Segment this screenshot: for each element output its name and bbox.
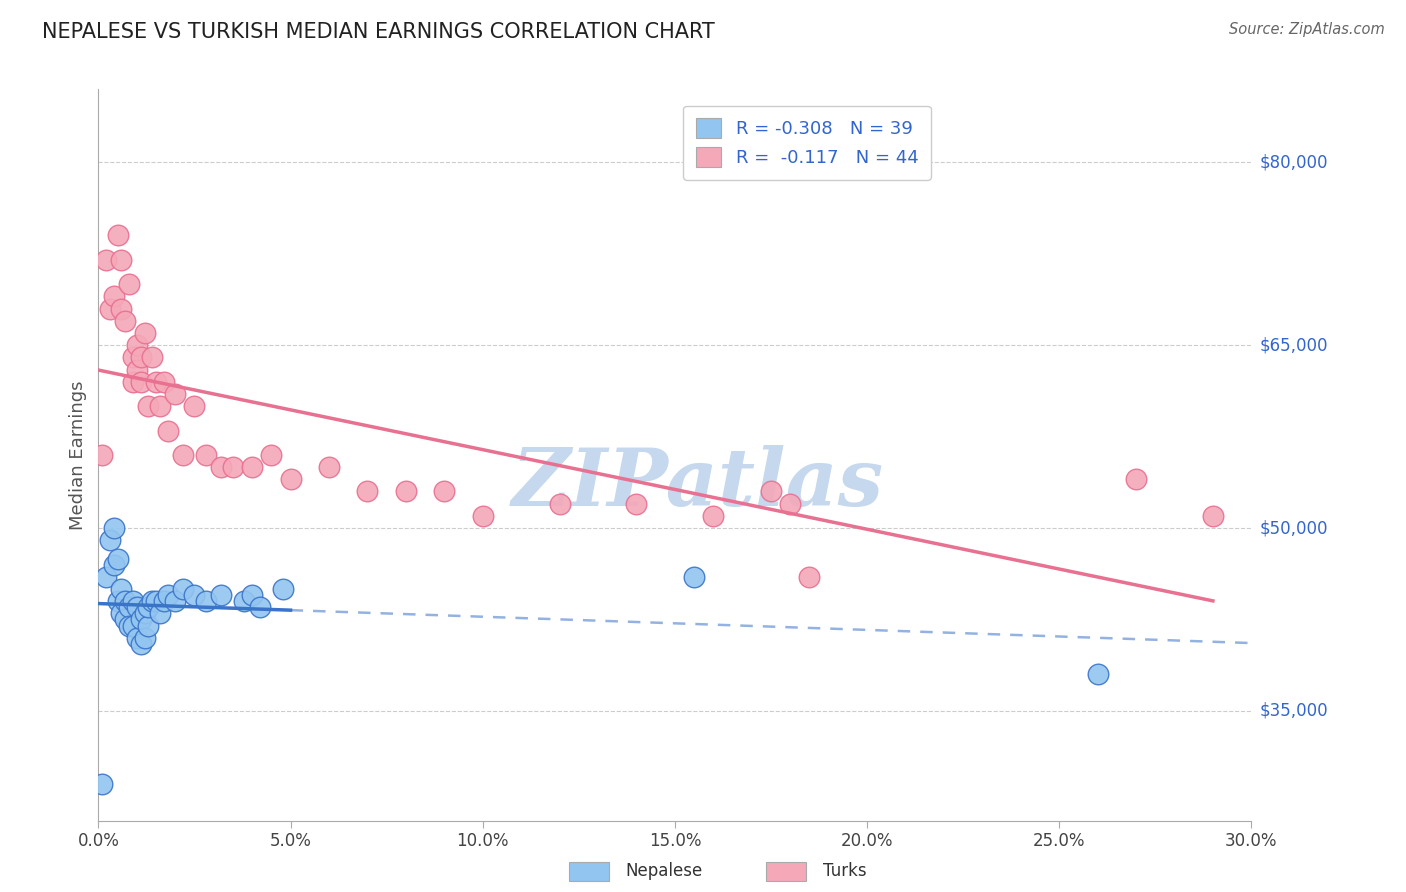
Point	[141, 594, 163, 608]
Legend: R = -0.308   N = 39, R =  -0.117   N = 44: R = -0.308 N = 39, R = -0.117 N = 44	[683, 105, 931, 179]
Point	[141, 351, 163, 365]
Point	[134, 607, 156, 621]
Point	[149, 399, 172, 413]
Point	[125, 600, 148, 615]
Point	[195, 448, 218, 462]
Point	[129, 351, 152, 365]
Point	[172, 448, 194, 462]
Point	[94, 252, 117, 267]
Point	[110, 582, 132, 596]
Point	[145, 375, 167, 389]
Point	[134, 631, 156, 645]
Point	[122, 375, 145, 389]
Point	[1087, 667, 1109, 681]
Point	[103, 289, 125, 303]
Point	[110, 301, 132, 316]
Point	[138, 600, 160, 615]
Point	[91, 777, 114, 791]
Point	[356, 484, 378, 499]
Point	[209, 588, 232, 602]
Point	[222, 460, 245, 475]
Point	[103, 521, 125, 535]
Point	[122, 351, 145, 365]
Point	[395, 484, 418, 499]
Point	[548, 497, 571, 511]
Point	[240, 588, 263, 602]
Point	[91, 448, 114, 462]
Text: $65,000: $65,000	[1260, 336, 1329, 354]
Point	[433, 484, 456, 499]
Point	[271, 582, 294, 596]
Point	[107, 551, 129, 566]
Text: $35,000: $35,000	[1260, 702, 1329, 720]
Point	[183, 399, 205, 413]
Point	[683, 570, 706, 584]
Point	[1125, 472, 1147, 486]
Text: Turks: Turks	[823, 863, 866, 880]
Point	[125, 362, 148, 376]
Point	[138, 618, 160, 632]
Point	[114, 613, 136, 627]
Point	[165, 387, 187, 401]
Point	[129, 375, 152, 389]
Point	[138, 399, 160, 413]
Point	[156, 424, 179, 438]
Point	[626, 497, 648, 511]
Point	[110, 607, 132, 621]
Point	[195, 594, 218, 608]
Point	[107, 594, 129, 608]
Point	[103, 558, 125, 572]
Point	[759, 484, 782, 499]
Point	[799, 570, 821, 584]
Point	[152, 594, 174, 608]
Point	[145, 594, 167, 608]
Point	[152, 375, 174, 389]
Point	[118, 600, 141, 615]
Point	[129, 637, 152, 651]
Point	[1202, 508, 1225, 523]
Point	[114, 594, 136, 608]
Point	[249, 600, 271, 615]
Point	[122, 594, 145, 608]
Text: ZIPatlas: ZIPatlas	[512, 445, 884, 523]
Point	[318, 460, 340, 475]
Point	[471, 508, 494, 523]
Text: Nepalese: Nepalese	[626, 863, 703, 880]
Point	[240, 460, 263, 475]
Point	[118, 277, 141, 292]
Point	[94, 570, 117, 584]
Point	[125, 631, 148, 645]
Point	[129, 613, 152, 627]
Point	[156, 588, 179, 602]
Text: NEPALESE VS TURKISH MEDIAN EARNINGS CORRELATION CHART: NEPALESE VS TURKISH MEDIAN EARNINGS CORR…	[42, 22, 714, 42]
Point	[165, 594, 187, 608]
Point	[107, 228, 129, 243]
Point	[280, 472, 302, 486]
Point	[134, 326, 156, 340]
Point	[209, 460, 232, 475]
Point	[702, 508, 724, 523]
Point	[779, 497, 801, 511]
Text: Source: ZipAtlas.com: Source: ZipAtlas.com	[1229, 22, 1385, 37]
Point	[110, 252, 132, 267]
Point	[118, 618, 141, 632]
Point	[260, 448, 283, 462]
Point	[114, 314, 136, 328]
Text: $80,000: $80,000	[1260, 153, 1329, 171]
Point	[98, 533, 121, 548]
Point	[122, 618, 145, 632]
Text: $50,000: $50,000	[1260, 519, 1329, 537]
Point	[149, 607, 172, 621]
Y-axis label: Median Earnings: Median Earnings	[69, 380, 87, 530]
Point	[233, 594, 256, 608]
Point	[172, 582, 194, 596]
Point	[183, 588, 205, 602]
Point	[98, 301, 121, 316]
Point	[125, 338, 148, 352]
